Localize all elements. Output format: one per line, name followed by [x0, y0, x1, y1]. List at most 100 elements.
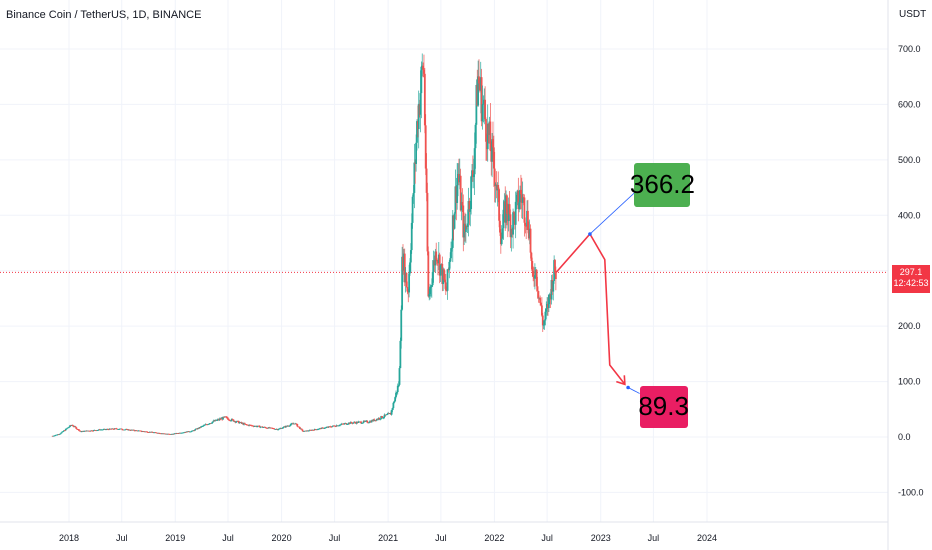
candle-body [393, 401, 396, 403]
candle-body [227, 418, 230, 420]
target-connector [589, 192, 635, 235]
candle-body [535, 269, 538, 287]
candle-body [531, 260, 534, 271]
candle-body [299, 427, 301, 429]
candle-body [258, 425, 261, 428]
candle-body [398, 368, 401, 385]
candle-body [282, 426, 285, 428]
candle-body [430, 285, 433, 287]
candle-body [489, 121, 492, 151]
candle-body [378, 418, 381, 420]
bar-countdown: 12:42:53 [893, 278, 929, 288]
candle-body [115, 428, 118, 430]
candle-body [524, 222, 527, 226]
candle-body [370, 420, 373, 423]
candle-body [330, 426, 333, 428]
candle-body [537, 291, 540, 298]
candle-body [60, 432, 63, 434]
candle-body [338, 425, 341, 427]
candle-body [416, 121, 418, 143]
candle-body [307, 430, 310, 432]
candle-body [541, 315, 544, 326]
candle-body [188, 431, 190, 432]
candle-body [459, 175, 462, 211]
candle-body [78, 429, 80, 431]
candle-body [281, 427, 284, 429]
candle-body [492, 139, 494, 148]
candle-body [492, 147, 495, 169]
candle-body [521, 197, 524, 203]
candle-body [264, 427, 267, 429]
candle-body [203, 424, 206, 426]
candle-body [58, 433, 61, 435]
target-up-box[interactable]: 366.2 [630, 162, 695, 207]
x-tick-label: 2018 [59, 533, 79, 543]
x-tick-label: 2022 [484, 533, 504, 543]
candle-body [420, 66, 423, 94]
y-tick-label: 600.0 [898, 99, 921, 109]
candle-body [401, 256, 404, 310]
candle-body [439, 265, 442, 276]
candle-body [477, 76, 480, 106]
candle-body [449, 258, 452, 262]
candle-body [409, 262, 411, 274]
candle-body [97, 429, 100, 431]
candle-body [53, 435, 56, 437]
candle-body [235, 421, 238, 423]
x-tick-label: Jul [329, 533, 341, 543]
target-down-box[interactable]: 89.3 [638, 385, 689, 428]
candle-body [224, 416, 227, 418]
candle-body [399, 340, 402, 369]
candle-body [301, 429, 304, 432]
target-down-label: 89.3 [638, 391, 689, 421]
candle-body [382, 417, 384, 419]
candle-body [523, 197, 526, 223]
candle-body [552, 280, 555, 292]
candle-body [467, 201, 470, 224]
candle-body [71, 425, 74, 427]
candle-body [240, 422, 243, 424]
candle-body [472, 174, 475, 178]
candle-body [412, 192, 415, 197]
candle-body [453, 213, 456, 229]
candle-body [518, 202, 521, 210]
candle-body [276, 428, 279, 430]
candle-body [112, 429, 115, 430]
candle-body [445, 290, 448, 292]
candle-body [444, 282, 447, 291]
target-point [588, 232, 592, 236]
candle-body [423, 73, 426, 126]
candle-body [468, 201, 471, 212]
x-tick-label: 2021 [378, 533, 398, 543]
y-axis: 700.0600.0500.0400.0300.0200.0100.00.0-1… [887, 0, 924, 550]
candle-body [91, 430, 93, 432]
candle-body [423, 69, 425, 74]
candle-body [515, 194, 518, 202]
candle-body [107, 429, 110, 431]
candle-body [342, 423, 345, 425]
y-tick-label: 700.0 [898, 44, 921, 54]
candle-body [245, 424, 248, 426]
candle-body [411, 196, 414, 223]
candle-body [271, 427, 273, 429]
candle-body [542, 324, 545, 326]
currency-label: USDT [899, 9, 927, 20]
candle-body [296, 424, 299, 427]
candle-body [513, 212, 515, 214]
candle-body [208, 423, 210, 425]
candle-body [61, 431, 64, 433]
candle-body [519, 189, 521, 203]
candle-body [64, 430, 66, 432]
candle-body [525, 225, 528, 227]
candle-body [190, 430, 193, 432]
candle-body [540, 303, 542, 306]
candle-body [473, 148, 476, 175]
candle-body [193, 430, 196, 432]
y-tick-label: 200.0 [898, 321, 921, 331]
candle-body [461, 201, 464, 206]
candle-body [91, 430, 94, 432]
candle-body [89, 430, 92, 432]
candle-body [67, 427, 70, 429]
candle-body [436, 259, 438, 262]
